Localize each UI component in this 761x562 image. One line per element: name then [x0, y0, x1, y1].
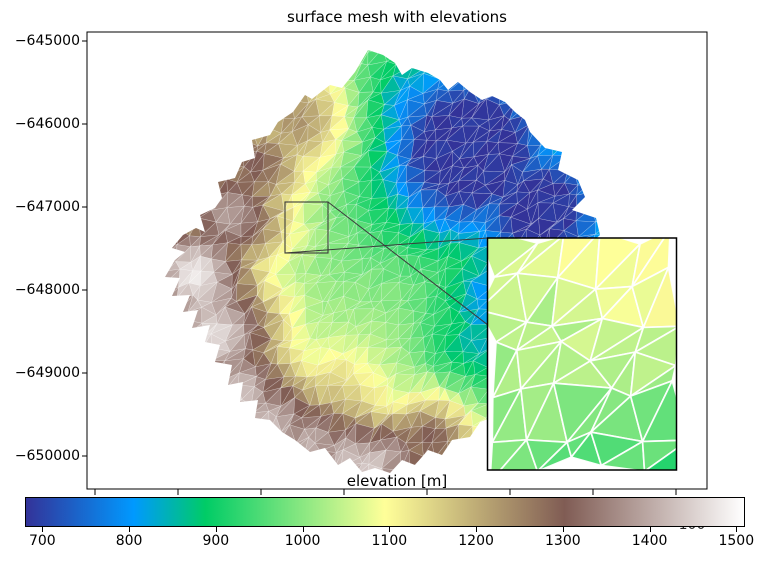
colorbar-tick-label: 700	[28, 533, 56, 549]
colorbar-tick-label: 1400	[631, 533, 668, 549]
y-axis-tick-label: −650000	[14, 448, 80, 464]
colorbar-tick-label: 900	[202, 533, 230, 549]
x-axis-label: elevation [m]	[346, 472, 448, 490]
axes-frame	[86, 31, 708, 490]
inset-mesh	[487, 238, 677, 470]
colorbar-tick-label: 1200	[458, 533, 494, 549]
colorbar-tick-label: 1100	[371, 533, 408, 549]
colorbar-tick-label: 1500	[718, 533, 755, 549]
y-axis-tick-label: −645000	[14, 33, 80, 49]
colorbar	[25, 497, 745, 527]
y-axis-tick-label: −646000	[14, 116, 80, 132]
zoom-indicator-rect	[284, 201, 329, 254]
plot-title: surface mesh with elevations	[287, 8, 507, 26]
colorbar-tick-mark	[649, 527, 651, 532]
colorbar-tick-label: 800	[115, 533, 143, 549]
inset-connector-line	[284, 237, 488, 254]
colorbar-tick-mark	[215, 527, 217, 532]
colorbar-tick-label: 1300	[545, 533, 581, 549]
y-axis-tick-label: −649000	[14, 365, 80, 381]
colorbar-tick-mark	[42, 527, 44, 532]
colorbar-tick-mark	[129, 527, 131, 532]
y-axis-tick-label: −648000	[14, 282, 80, 298]
colorbar-tick-label: 1000	[284, 533, 321, 549]
colorbar-tick-mark	[302, 527, 304, 532]
inset-border	[486, 237, 678, 471]
colorbar-tick-mark	[736, 527, 738, 532]
colorbar-tick-mark	[389, 527, 391, 532]
colorbar-tick-mark	[476, 527, 478, 532]
y-axis-tick-label: −647000	[14, 199, 80, 215]
colorbar-tick-mark	[562, 527, 564, 532]
